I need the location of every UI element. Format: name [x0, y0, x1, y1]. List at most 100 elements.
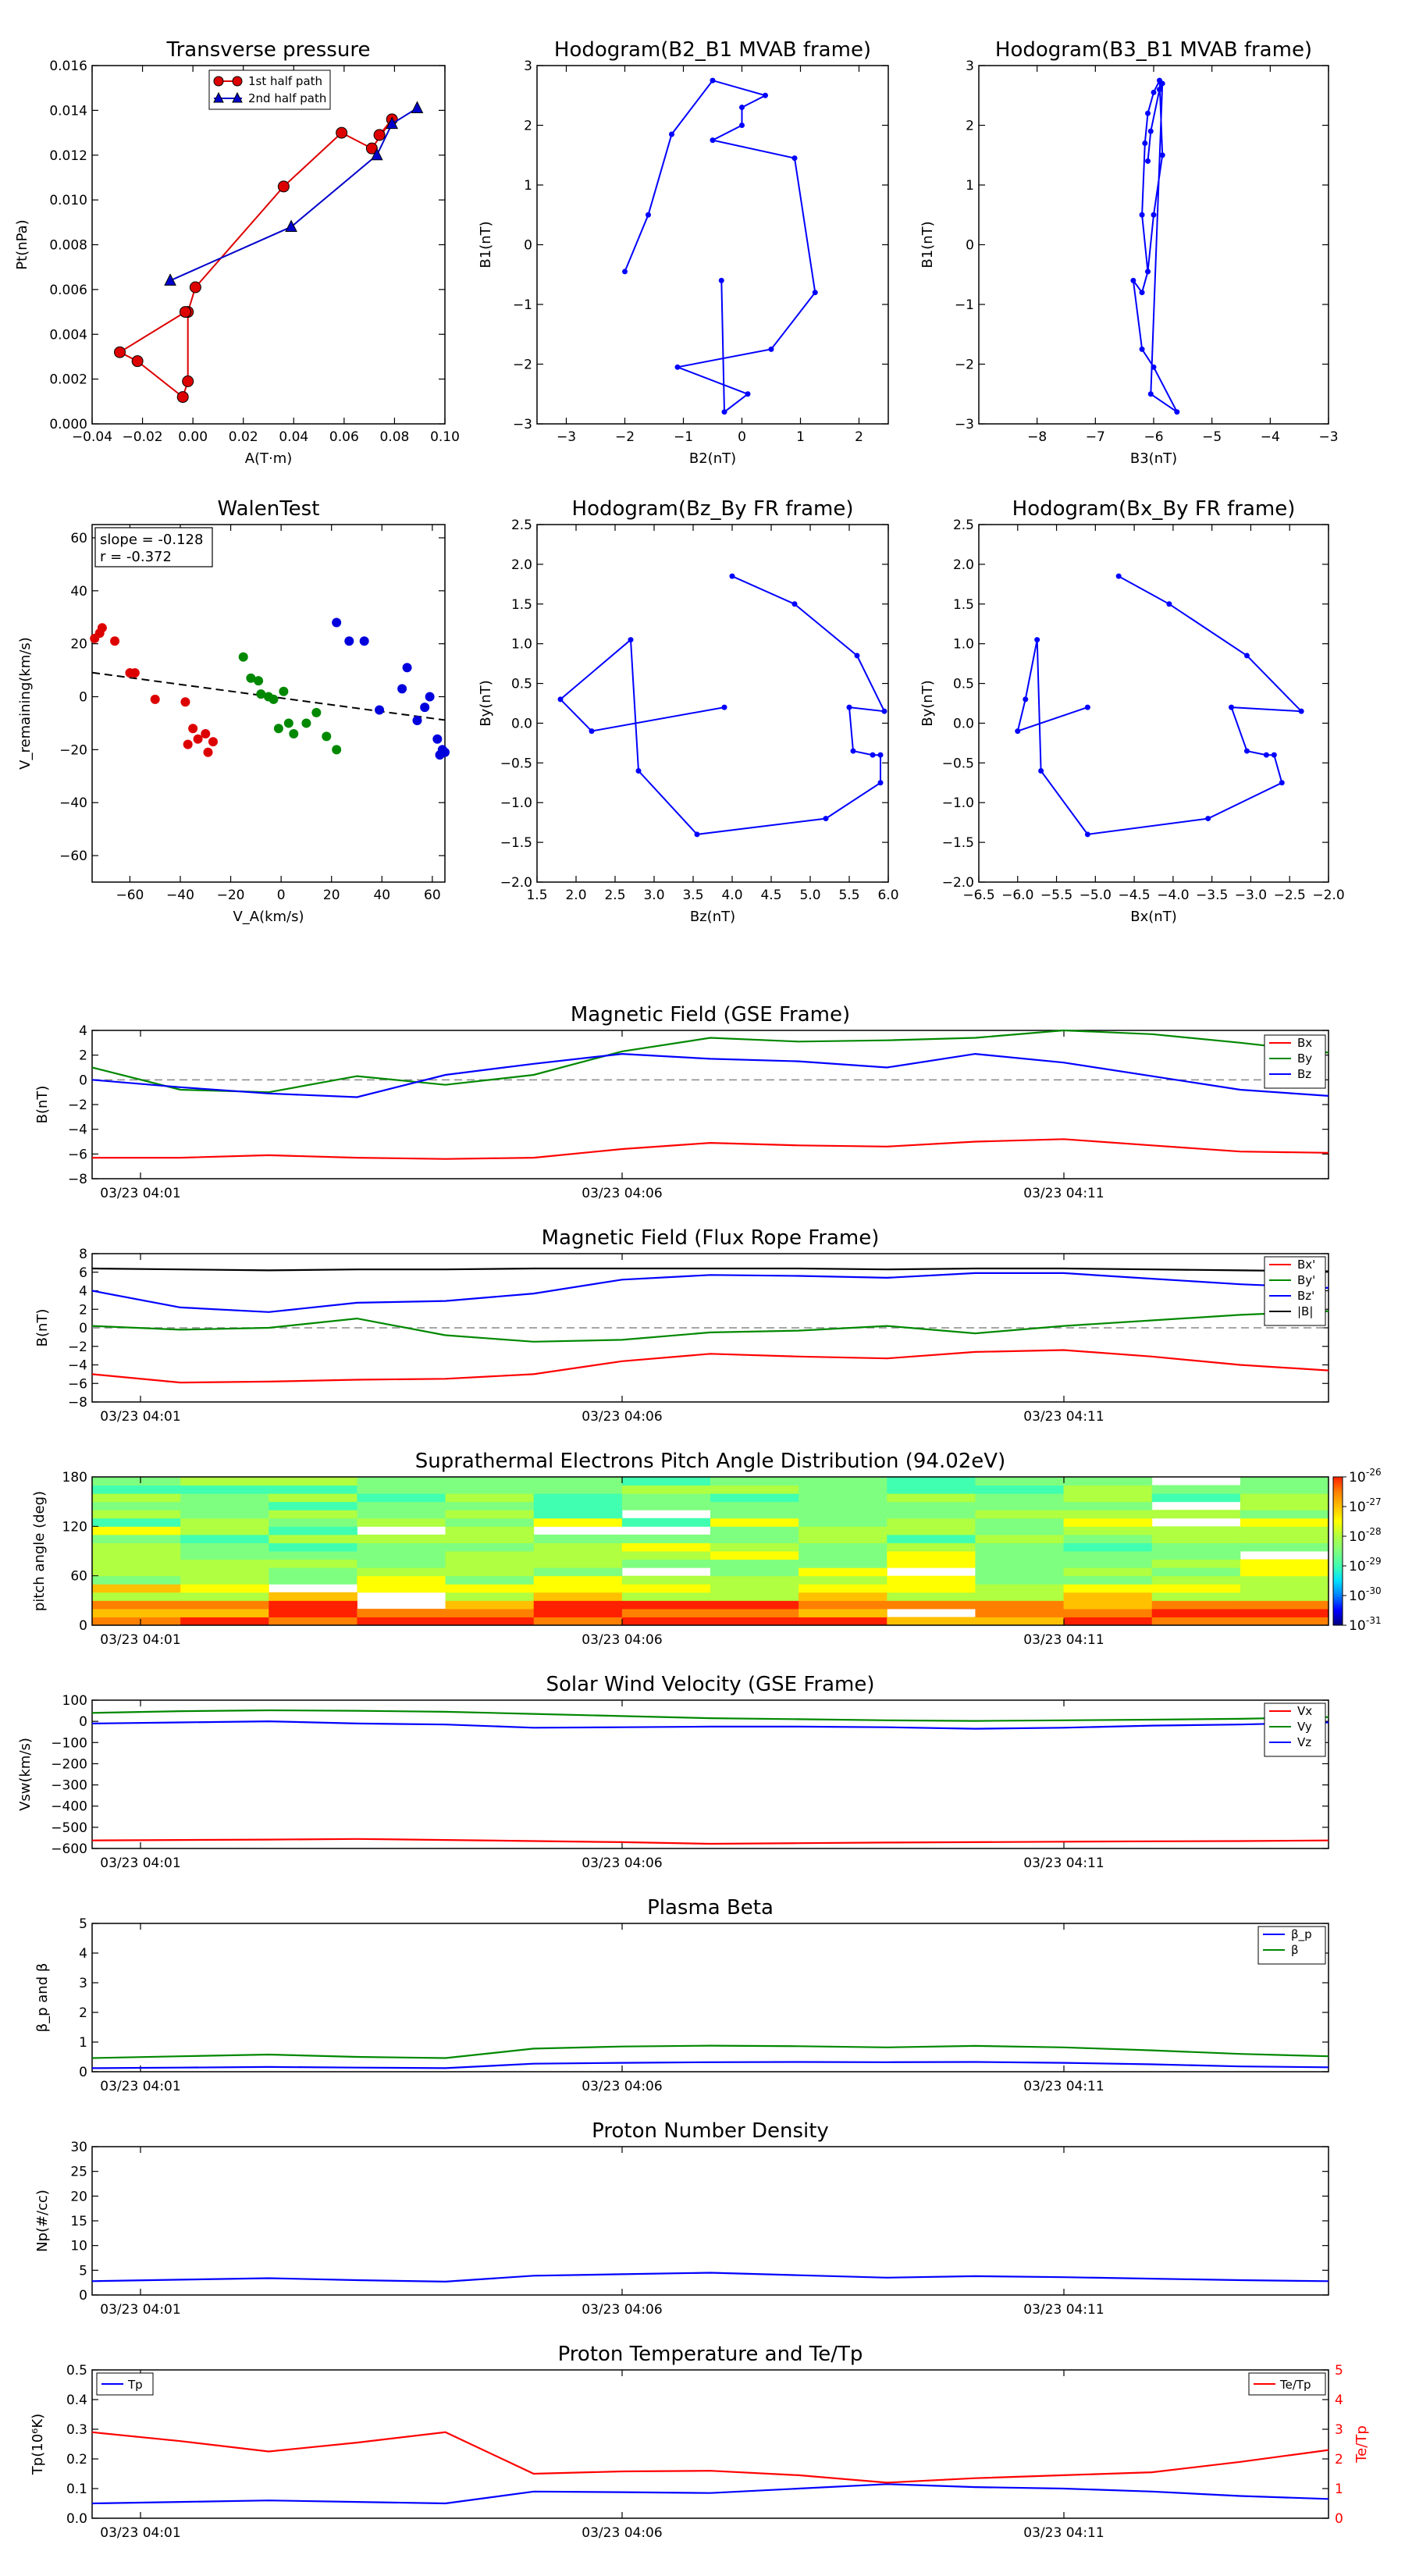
colorbar-tick-base: 10	[1349, 1529, 1366, 1545]
x-axis-label: B2(nT)	[689, 450, 736, 467]
heatmap-cell	[445, 1542, 535, 1552]
heatmap-cell	[533, 1575, 623, 1585]
y-tick-label: −40	[59, 795, 87, 811]
x-tick-label: −4.0	[1157, 888, 1189, 903]
heatmap-cell	[357, 1510, 446, 1519]
heatmap-cell	[269, 1477, 357, 1486]
x-tick-label: 1.5	[526, 888, 547, 903]
heatmap-cell	[975, 1485, 1065, 1494]
heatmap-cell	[1240, 1559, 1329, 1568]
data-point	[402, 663, 412, 673]
y-tick-label: −4	[68, 1358, 87, 1374]
heatmap-cell	[975, 1534, 1065, 1543]
heatmap-cell	[269, 1534, 357, 1543]
colorbar-tick-base: 10	[1349, 1470, 1366, 1485]
heatmap-cell	[975, 1617, 1065, 1626]
y-right-tick-label: 4	[1335, 2393, 1343, 2408]
heatmap-cell	[269, 1526, 357, 1535]
heatmap-cell	[92, 1542, 181, 1552]
heatmap-cell	[357, 1551, 446, 1560]
panel-bgse: −8 −6 −4 −2 0 2 4 03/23 04:01 03/23 04:06 03/23 0…	[34, 1003, 1329, 1201]
data-point	[823, 816, 829, 822]
heatmap-cell	[1240, 1617, 1329, 1626]
data-point	[1243, 653, 1250, 659]
y-tick-label: 100	[62, 1693, 87, 1709]
data-point	[881, 708, 887, 714]
heatmap-cell	[887, 1510, 976, 1519]
heatmap-cell	[1151, 1608, 1241, 1617]
y-tick-label: 3	[79, 1976, 87, 1991]
heatmap-cell	[621, 1534, 711, 1543]
y-tick-label: −1.0	[500, 795, 532, 811]
legend-label: Bx'	[1297, 1258, 1315, 1272]
heatmap-cell	[1151, 1510, 1241, 1519]
heatmap-cell	[710, 1526, 799, 1535]
heatmap-cell	[975, 1477, 1065, 1486]
annotation-text: slope = -0.128	[100, 532, 203, 548]
y-tick-label: 20	[70, 637, 87, 653]
data-point	[425, 692, 435, 702]
y-tick-label: 1	[79, 2035, 87, 2051]
panel-pad: 0 60 120 180 03/23 04:01 03/23 04:06 03/23 04:…	[31, 1450, 1382, 1648]
heatmap-cell	[710, 1600, 799, 1610]
heatmap-cell	[621, 1542, 711, 1552]
data-point	[622, 269, 628, 275]
annotation-text: r = -0.372	[100, 549, 172, 565]
data-point	[1023, 696, 1029, 703]
heatmap-cell	[1063, 1575, 1153, 1585]
y-axis-label: pitch angle (deg)	[31, 1491, 48, 1611]
data-point	[628, 637, 634, 643]
data-point	[269, 694, 279, 704]
series-line-2	[91, 1052, 1329, 1098]
legend-frame	[1257, 1926, 1326, 1965]
legend-marker	[213, 91, 224, 103]
heatmap-cell	[445, 1477, 535, 1486]
data-point	[301, 718, 311, 728]
heatmap-cell	[799, 1584, 887, 1593]
y-tick-label: −6	[68, 1147, 87, 1162]
heatmap-cell	[92, 1477, 181, 1486]
x-tick-label: −60	[116, 888, 144, 903]
axes-frame	[91, 1476, 1329, 1626]
y-tick-label: −4	[68, 1123, 87, 1138]
y-tick-label: 0	[79, 2288, 87, 2304]
heatmap-cell	[180, 1501, 269, 1510]
y-tick-label: 2.0	[953, 557, 974, 573]
heatmap-cell	[887, 1542, 976, 1552]
x-axis-label: Bz(nT)	[690, 909, 735, 925]
heatmap-cell	[1240, 1501, 1329, 1510]
axes-frame	[978, 65, 1329, 425]
y-tick-label: 1.0	[953, 637, 974, 653]
heatmap-cell	[621, 1584, 711, 1593]
x-tick-label: 03/23 04:11	[1023, 1409, 1104, 1425]
heatmap-cell	[975, 1592, 1065, 1601]
data-point	[344, 636, 354, 646]
heatmap-cell	[799, 1542, 887, 1552]
colorbar-tick-exponent: -26	[1366, 1467, 1382, 1478]
heatmap-cell	[710, 1567, 799, 1577]
heatmap-cell	[710, 1608, 799, 1617]
series-line	[559, 575, 886, 835]
heatmap-cell	[799, 1608, 887, 1617]
panel-bfr: −8 −6 −4 −2 0 2 4 6 8 03/23 04:01 03/23 04:06 03/23…	[34, 1226, 1329, 1425]
colorbar-tick-base: 10	[1349, 1618, 1366, 1634]
x-tick-label: 3.0	[643, 888, 664, 903]
data-point	[238, 652, 248, 662]
data-point	[1263, 752, 1269, 758]
y-tick-label: 2	[524, 119, 532, 134]
heatmap-cell	[357, 1517, 446, 1527]
legend-label: By	[1297, 1051, 1312, 1066]
x-axis-label: Bx(nT)	[1130, 909, 1176, 925]
x-tick-label: 5.5	[838, 888, 859, 903]
data-point	[189, 281, 201, 294]
data-point	[1038, 768, 1044, 774]
heatmap-cell	[710, 1592, 799, 1601]
legend-marker	[232, 91, 243, 103]
data-point	[1159, 152, 1165, 158]
x-tick-label: 0.04	[279, 429, 308, 445]
heatmap-cell	[710, 1584, 799, 1593]
heatmap-cell	[710, 1485, 799, 1494]
y-tick-label: 1.0	[511, 637, 532, 653]
data-point	[420, 703, 430, 713]
panel-title: Hodogram(B3_B1 MVAB frame)	[995, 38, 1312, 62]
